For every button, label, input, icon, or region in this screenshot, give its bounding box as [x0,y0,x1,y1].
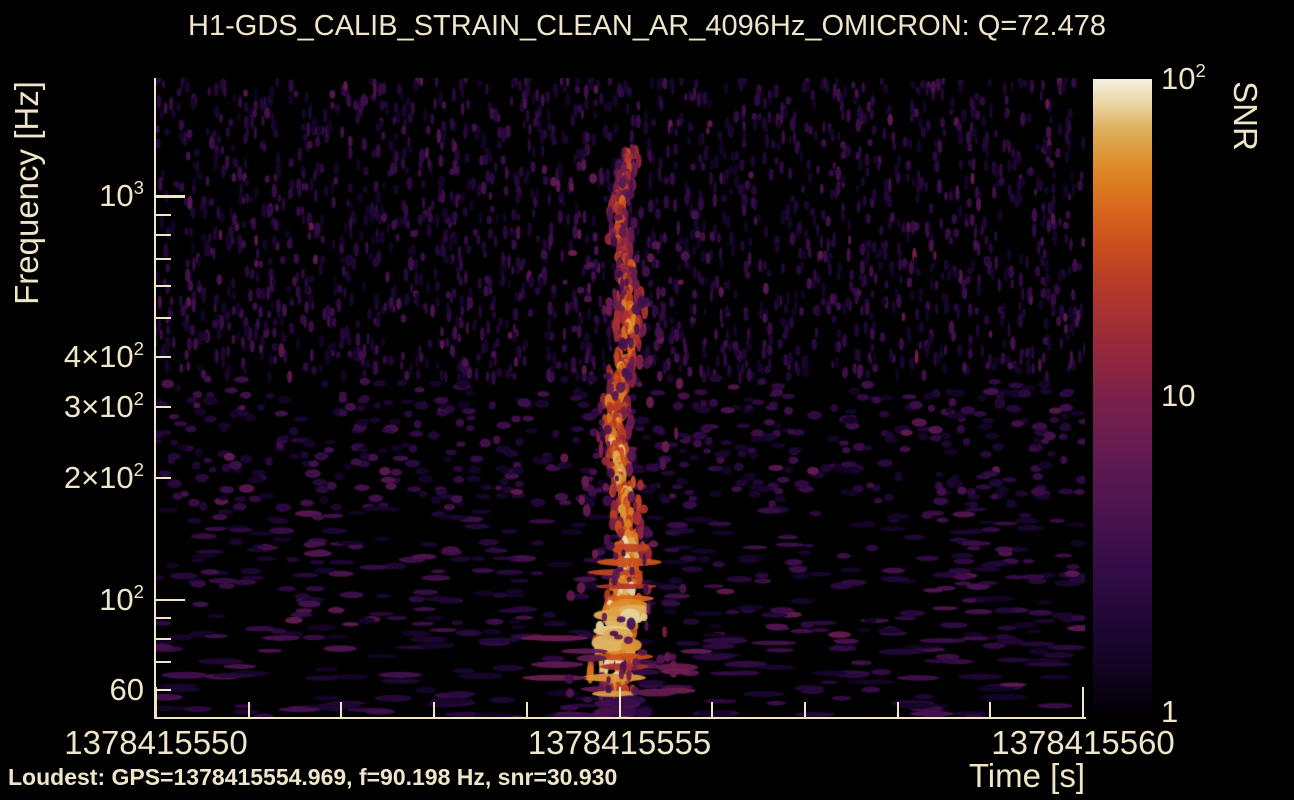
y-tick [156,477,171,480]
x-tick [896,702,899,717]
x-tick [525,702,528,717]
y-tick-label: 103 [99,177,144,214]
x-tick [618,687,621,717]
x-tick [803,702,806,717]
x-tick [989,702,992,717]
x-tick [711,702,714,717]
x-tick-label: 1378415550 [64,724,248,761]
y-tick [156,355,171,358]
x-tick [1082,687,1084,717]
y-tick-label: 2×102 [63,459,144,496]
y-tick [156,316,171,319]
y-tick [156,213,171,216]
colorbar-tick-label: 102 [1161,59,1206,96]
y-tick [156,688,171,691]
y-tick [156,598,185,602]
y-tick-label: 4×102 [63,337,144,374]
plot-title: H1-GDS_CALIB_STRAIN_CLEAN_AR_4096Hz_OMIC… [188,10,1106,42]
x-tick-label: 1378415555 [527,724,712,761]
x-tick [155,687,157,717]
x-axis-spine [154,717,1086,719]
y-tick [156,661,171,664]
y-tick-label: 60 [109,671,144,707]
x-axis-label: Time [s] [968,757,1085,794]
y-tick [156,234,171,237]
y-tick [156,617,171,620]
loudest-event-text: Loudest: GPS=1378415554.969, f=90.198 Hz… [8,764,618,790]
y-tick [156,195,185,198]
y-axis-spine [154,78,156,719]
y-tick [156,257,171,260]
snr-colorbar [1093,79,1152,712]
y-tick-label: 102 [99,580,144,617]
x-tick [433,702,436,717]
y-tick [156,284,171,287]
x-tick [340,702,343,717]
x-tick [247,702,250,717]
colorbar-tick-label: 1 [1161,694,1179,729]
colorbar-label: SNR [1227,81,1264,151]
x-tick-label: 1378415560 [991,724,1175,761]
y-tick-label: 3×102 [63,388,144,425]
y-tick [156,638,171,641]
spectrogram-canvas [155,78,1085,718]
colorbar-tick-label: 10 [1161,377,1196,413]
y-tick [156,406,171,409]
